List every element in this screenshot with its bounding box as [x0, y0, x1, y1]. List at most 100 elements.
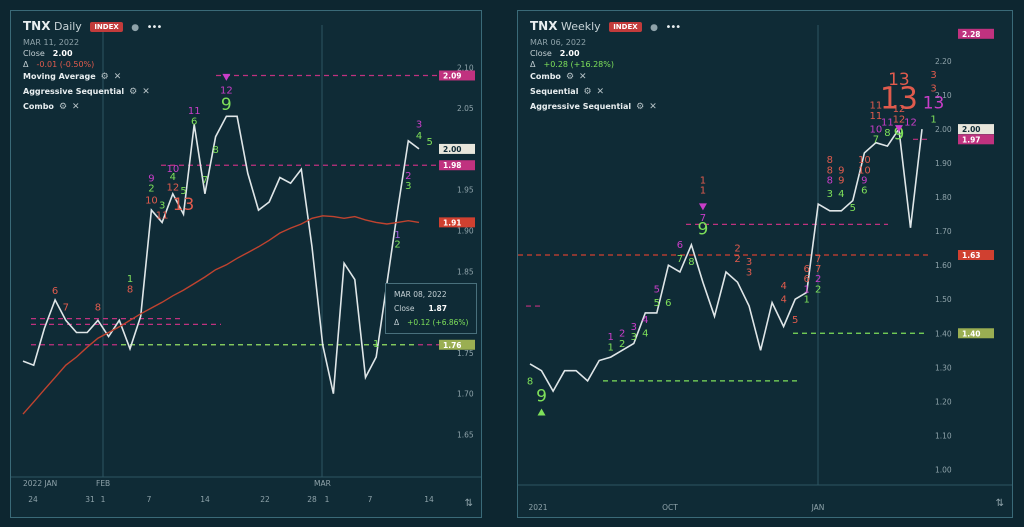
close-icon[interactable]: ✕	[579, 72, 587, 82]
price-badge-text: 2.00	[443, 145, 462, 154]
swap-axis-icon[interactable]: ⇅	[995, 498, 1004, 509]
sequential-count-label: 5	[427, 137, 433, 148]
weekly-chart-panel: 2.20 2.10 2.00 1.90 1.80 1.70 1.60 1.50 1.40 1.30…	[517, 10, 1013, 518]
price-badge-bg	[439, 143, 475, 154]
study-label: Combo	[530, 72, 561, 81]
chart-header: TNX Daily INDEX ● •••	[23, 19, 163, 33]
sequential-count-label: 7	[63, 302, 69, 313]
delta-label: Δ	[23, 60, 29, 69]
study-aggressive-sequential[interactable]: Aggressive Sequential ⚙ ✕	[23, 87, 150, 97]
chart-header: TNX Weekly INDEX ● •••	[530, 19, 682, 33]
x-month-label: MAR	[314, 479, 331, 488]
sequential-count-label: 10	[145, 196, 158, 207]
price-badge: 2.28	[958, 28, 994, 39]
price-badge-bg	[439, 70, 475, 81]
sequential-count-label: 1	[700, 186, 706, 197]
close-icon[interactable]: ✕	[142, 87, 150, 97]
sequential-count-label: 9	[536, 386, 547, 406]
sequential-count-label: 8	[688, 257, 694, 268]
more-options-icon[interactable]: •••	[665, 22, 682, 33]
settings-icon[interactable]: ⚙	[100, 72, 109, 82]
price-badge-text: 2.28	[962, 30, 981, 39]
price-badge-bg	[958, 28, 994, 39]
y-tick-label: 1.50	[935, 295, 952, 304]
sequential-count-label: 4	[642, 315, 648, 326]
y-tick-label: 1.85	[457, 267, 474, 276]
sequential-count-label: 8	[827, 165, 833, 176]
weekly-price-chart[interactable]: 2.20 2.10 2.00 1.90 1.80 1.70 1.60 1.50 1.40 1.30…	[518, 11, 1013, 518]
tooltip-date: MAR 08, 2022	[394, 290, 447, 299]
study-label: Moving Average	[23, 72, 96, 81]
delta-value: +0.28 (+16.28%)	[543, 60, 614, 69]
study-aggressive-sequential[interactable]: Aggressive Sequential ⚙ ✕	[530, 102, 657, 112]
study-moving-average[interactable]: Moving Average ⚙ ✕	[23, 72, 121, 82]
delta-value: -0.01 (-0.50%)	[36, 60, 95, 69]
y-tick-label: 1.40	[935, 329, 952, 338]
price-badge-bg	[958, 250, 994, 260]
x-tick-label: JAN	[811, 503, 825, 512]
sequential-count-label: 12	[893, 104, 906, 115]
more-options-icon[interactable]: •••	[146, 22, 163, 33]
close-icon[interactable]: ✕	[596, 87, 605, 97]
sequential-count-label: 1	[127, 274, 133, 285]
sequential-count-label: 11	[188, 106, 201, 117]
symbol[interactable]: TNX	[530, 19, 558, 33]
sequential-count-label: 5	[654, 284, 660, 295]
close-icon[interactable]: ✕	[72, 102, 80, 112]
sequential-count-label: 3	[159, 200, 165, 211]
period[interactable]: Weekly	[560, 20, 601, 33]
x-tick-label: 14	[200, 495, 210, 504]
sequential-count-label: 11	[870, 101, 883, 112]
y-tick-label: 2.10	[935, 91, 952, 100]
x-tick-label: 14	[424, 495, 434, 504]
settings-icon[interactable]: ⚙	[583, 87, 592, 97]
price-badge: 2.00	[958, 124, 994, 135]
symbol[interactable]: TNX	[23, 19, 51, 33]
study-combo[interactable]: Combo ⚙ ✕	[23, 102, 80, 112]
sequential-count-label: 13	[880, 82, 918, 117]
y-tick-label: 1.20	[935, 397, 952, 406]
close-row: Close 2.00	[23, 49, 73, 58]
tooltip-close: Close 1.87	[394, 304, 447, 313]
sequential-count-label: 2	[734, 244, 740, 255]
tooltip-delta: Δ +0.12 (+6.86%)	[394, 318, 469, 327]
settings-icon[interactable]: ⚙	[58, 102, 68, 112]
sequential-count-label: 4	[170, 172, 176, 183]
study-label: Aggressive Sequential	[23, 87, 125, 96]
price-badge: 1.76	[439, 339, 475, 350]
quote-date: MAR 11, 2022	[23, 38, 80, 47]
sequential-count-label: 1	[804, 284, 810, 295]
close-label: Close	[530, 49, 552, 58]
study-sequential[interactable]: Sequential ⚙ ✕	[530, 87, 604, 97]
sequential-count-label: 3	[405, 181, 411, 192]
settings-icon[interactable]: ⚙	[565, 72, 575, 82]
sequential-count-label: 1	[700, 176, 706, 187]
sequential-count-label: 1	[930, 114, 936, 125]
daily-chart-panel: 2.102.052.001.951.901.851.801.751.701.65…	[10, 10, 482, 518]
y-tick-label: 1.75	[457, 349, 474, 358]
price-badge: 1.97	[958, 134, 994, 145]
price-badge: 1.98	[439, 160, 475, 171]
close-icon[interactable]: ✕	[113, 72, 122, 82]
swap-axis-icon[interactable]: ⇅	[464, 498, 473, 509]
settings-icon[interactable]: ⚙	[129, 87, 138, 97]
sequential-count-label: 8	[884, 128, 890, 139]
y-tick-label: 2.20	[935, 57, 952, 66]
sequential-count-label: 9	[838, 165, 844, 176]
sequential-count-label: 3	[416, 120, 422, 131]
y-tick-label: 2.00	[935, 125, 952, 134]
sequential-count-label: 9	[148, 174, 154, 185]
x-tick-label: 1	[325, 495, 330, 504]
price-badge-bg	[439, 217, 475, 228]
study-label: Sequential	[530, 87, 579, 96]
price-line	[529, 126, 923, 393]
sequential-count-label: 7	[873, 135, 879, 146]
x-month-label: 2022 JAN	[23, 479, 57, 488]
study-combo[interactable]: Combo ⚙ ✕	[530, 72, 587, 82]
close-icon[interactable]: ✕	[649, 102, 657, 112]
settings-icon[interactable]: ⚙	[636, 102, 645, 112]
price-badge-text: 2.09	[443, 71, 462, 80]
close-value: 2.00	[559, 49, 580, 58]
period[interactable]: Daily	[53, 20, 82, 33]
sequential-count-label: 3	[930, 70, 936, 81]
